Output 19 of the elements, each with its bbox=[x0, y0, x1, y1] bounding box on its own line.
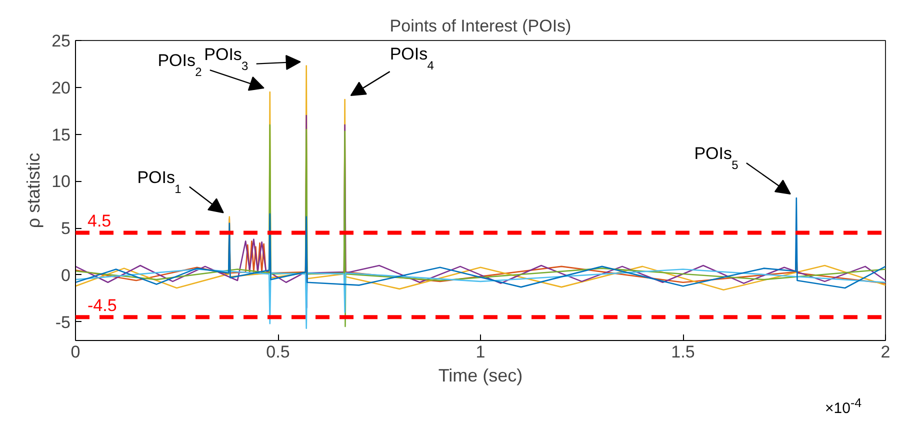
ref-line-label: 4.5 bbox=[88, 212, 112, 231]
x-tick-label: 0.5 bbox=[266, 342, 290, 362]
ref-line-label: -4.5 bbox=[88, 296, 117, 316]
y-tick-label: 15 bbox=[52, 125, 71, 144]
chart-title: Points of Interest (POIs) bbox=[390, 16, 572, 36]
x-tick-label: 1.5 bbox=[671, 342, 695, 362]
y-tick-label: 25 bbox=[52, 32, 71, 50]
x-tick-label: 2 bbox=[880, 342, 890, 362]
y-tick-label: 0 bbox=[61, 266, 71, 285]
y-axis-title: ρ statistic bbox=[24, 152, 44, 228]
y-tick-label: 20 bbox=[52, 78, 71, 98]
text: ×10$^{-4}$ bbox=[825, 396, 862, 417]
x-tick-label: 1 bbox=[476, 342, 486, 362]
line-series bbox=[76, 268, 886, 329]
y-tick-label: 10 bbox=[52, 172, 71, 192]
y-tick-label: -5 bbox=[55, 312, 71, 332]
line-series bbox=[76, 197, 886, 289]
x-axis-title: Time (sec) bbox=[438, 366, 523, 386]
y-tick-label: 5 bbox=[61, 219, 71, 238]
